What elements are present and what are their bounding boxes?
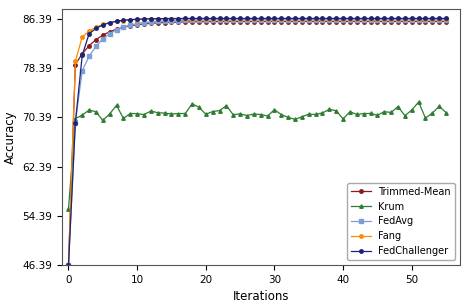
FedChallenger bbox=[354, 17, 360, 20]
Fang bbox=[203, 17, 209, 21]
Krum bbox=[354, 113, 360, 116]
Krum bbox=[203, 112, 209, 116]
Trimmed-Mean bbox=[278, 20, 284, 23]
Fang bbox=[65, 263, 71, 267]
FedChallenger bbox=[73, 121, 78, 125]
Krum bbox=[416, 100, 421, 104]
Line: Krum: Krum bbox=[67, 100, 448, 211]
Trimmed-Mean bbox=[313, 20, 319, 23]
Trimmed-Mean bbox=[443, 20, 449, 23]
FedAvg bbox=[203, 18, 209, 22]
Line: FedAvg: FedAvg bbox=[67, 18, 448, 267]
Fang bbox=[278, 17, 284, 21]
Y-axis label: Accuracy: Accuracy bbox=[3, 110, 17, 164]
Krum bbox=[443, 111, 449, 114]
Krum bbox=[299, 115, 305, 119]
FedAvg bbox=[73, 121, 78, 125]
FedChallenger bbox=[443, 17, 449, 20]
FedChallenger bbox=[65, 263, 71, 267]
Line: Trimmed-Mean: Trimmed-Mean bbox=[67, 20, 448, 267]
FedChallenger bbox=[278, 17, 284, 20]
FedAvg bbox=[65, 263, 71, 267]
FedAvg bbox=[278, 18, 284, 22]
Fang bbox=[73, 60, 78, 63]
FedAvg bbox=[443, 18, 449, 22]
Krum bbox=[65, 207, 71, 211]
X-axis label: Iterations: Iterations bbox=[232, 290, 289, 303]
FedChallenger bbox=[299, 17, 305, 20]
Line: FedChallenger: FedChallenger bbox=[67, 17, 448, 267]
FedAvg bbox=[354, 18, 360, 22]
Krum bbox=[73, 117, 78, 120]
Legend: Trimmed-Mean, Krum, FedAvg, Fang, FedChallenger: Trimmed-Mean, Krum, FedAvg, Fang, FedCha… bbox=[347, 183, 455, 260]
Trimmed-Mean bbox=[65, 263, 71, 267]
Trimmed-Mean bbox=[203, 20, 209, 23]
Trimmed-Mean bbox=[73, 63, 78, 67]
FedAvg bbox=[313, 18, 319, 22]
FedAvg bbox=[299, 18, 305, 22]
Krum bbox=[278, 113, 284, 116]
Krum bbox=[313, 113, 319, 116]
Fang bbox=[313, 17, 319, 21]
Fang bbox=[443, 17, 449, 21]
Line: Fang: Fang bbox=[67, 17, 448, 267]
Fang bbox=[354, 17, 360, 21]
Fang bbox=[299, 17, 305, 21]
FedChallenger bbox=[203, 17, 209, 20]
Trimmed-Mean bbox=[354, 20, 360, 23]
FedChallenger bbox=[313, 17, 319, 20]
Trimmed-Mean bbox=[299, 20, 305, 23]
